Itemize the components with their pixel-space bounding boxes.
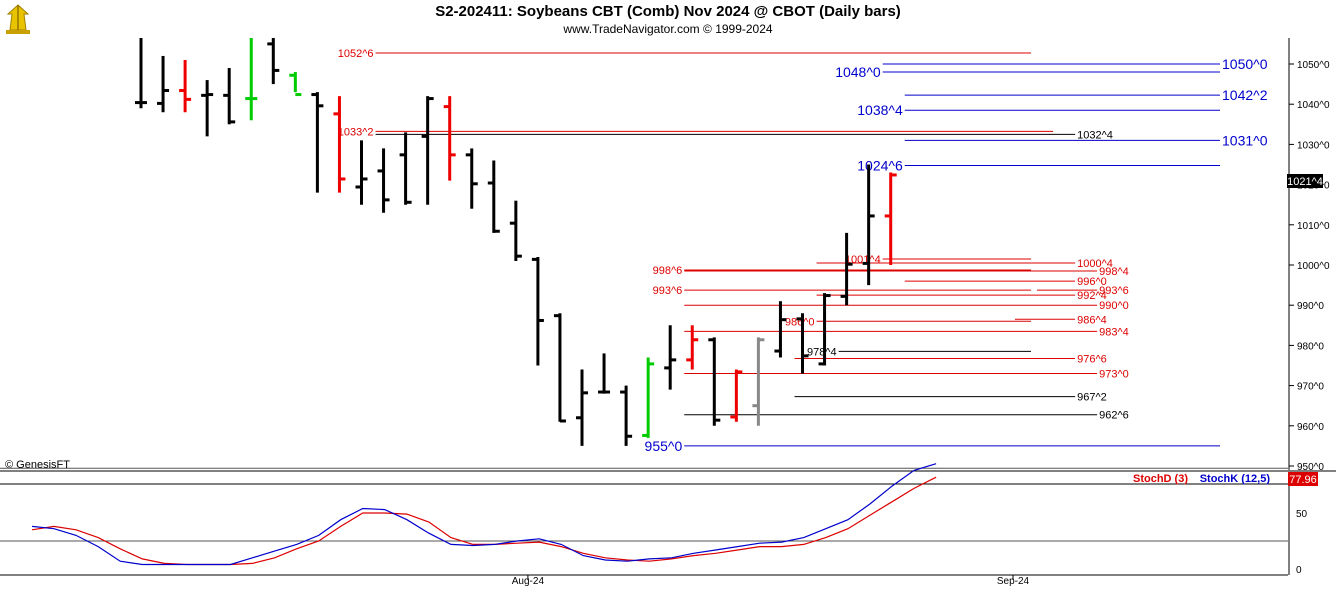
stoch-series-line (31, 476, 937, 566)
price-level-label: 1048^0 (835, 64, 881, 80)
price-tick-label: 960^0 (1297, 422, 1324, 433)
ohlc-bar (598, 353, 611, 394)
price-level-label: 998^6 (653, 265, 683, 277)
price-level-label: 1032^4 (1077, 129, 1113, 141)
price-readout: 1021^4 (1287, 176, 1323, 188)
stoch-legend-k: StochK (12,5) (1200, 473, 1271, 485)
ohlc-bar (289, 72, 302, 97)
price-level-label: 978^4 (807, 346, 837, 358)
price-tick-label: 990^0 (1297, 301, 1324, 312)
price-level-label: 986^0 (785, 316, 815, 328)
ohlc-bar (443, 96, 456, 181)
ohlc-bar (487, 160, 500, 233)
stoch-readout: 77.96 (1289, 474, 1317, 486)
ohlc-bar (157, 55, 170, 113)
price-level-label: 996^0 (1077, 276, 1107, 288)
price-readout-badge: 1021^4 (1287, 174, 1323, 188)
chart-frame (0, 38, 1336, 576)
time-tick-label: Sep-24 (997, 576, 1030, 587)
price-level-label: 962^6 (1099, 410, 1129, 422)
price-level-label: 1024^6 (857, 158, 903, 174)
ohlc-bar (642, 357, 655, 438)
price-tick-label: 1040^0 (1297, 100, 1330, 111)
price-tick-label: 980^0 (1297, 341, 1324, 352)
stochastic-panel: 0 50 StochD (3) StochK (12,5) Aug-24 Sep-24 (0, 463, 1308, 587)
ohlc-bar (135, 38, 147, 109)
price-level-label: 1052^6 (338, 48, 374, 60)
ohlc-bar (664, 325, 677, 390)
price-levels: 1052^6 1050^0 1048^0 1042^2 1038^4 1033^2 1032… (338, 48, 1268, 454)
price-level-label: 976^6 (1077, 353, 1107, 365)
price-level-label: 1031^0 (1222, 132, 1268, 148)
time-tick-label: Aug-24 (512, 576, 545, 587)
price-tick-label: 1000^0 (1297, 261, 1330, 272)
chart-subtitle: www.TradeNavigator.com © 1999-2024 (563, 22, 773, 36)
ohlc-bar (531, 256, 544, 366)
ohlc-bar (223, 68, 236, 125)
price-axis: 950^0 960^0 970^0 980^0 990^0 1000^0 1010^0 102… (1289, 60, 1330, 473)
chart-title: S2-202411: Soybeans CBT (Comb) Nov 2024 … (435, 3, 901, 20)
ohlc-bar (686, 325, 699, 370)
price-level-label: 993^6 (1099, 285, 1129, 297)
ohlc-bar (267, 38, 280, 85)
price-tick-label: 950^0 (1297, 462, 1324, 473)
ohlc-bar (245, 38, 258, 121)
ohlc-bar (377, 148, 390, 213)
chart-header: S2-202411: Soybeans CBT (Comb) Nov 2024 … (0, 0, 1336, 38)
stoch-legend-d: StochD (3) (1133, 473, 1188, 485)
price-tick-label: 1030^0 (1297, 140, 1330, 151)
ohlc-bar (840, 232, 853, 306)
stoch-tick-label: 50 (1296, 509, 1308, 520)
price-level-label: 990^0 (1099, 300, 1129, 312)
price-level-label: 998^4 (1099, 266, 1129, 278)
ohlc-bar (752, 337, 765, 426)
copyright-label: © GenesisFT (5, 459, 70, 471)
ohlc-bar (576, 369, 588, 446)
trade-navigator-logo-icon (2, 2, 34, 36)
price-level-label: 986^4 (1077, 314, 1107, 326)
ohlc-bar (355, 140, 368, 205)
ohlc-bar (201, 80, 214, 137)
price-level-label: 955^0 (645, 438, 683, 454)
price-tick-label: 1050^0 (1297, 60, 1330, 71)
price-level-label: 1033^2 (338, 126, 374, 138)
price-level-label: 1042^2 (1222, 87, 1268, 103)
price-tick-label: 970^0 (1297, 382, 1324, 393)
ohlc-bar (774, 301, 787, 358)
price-bars (135, 38, 897, 446)
ohlc-bar (553, 313, 566, 423)
ohlc-bar (862, 164, 875, 286)
price-level-label: 993^6 (653, 285, 683, 297)
price-level-label: 967^2 (1077, 392, 1107, 404)
price-level-label: 1000^4 (1077, 258, 1113, 270)
ohlc-bar (796, 313, 809, 374)
ohlc-bar (421, 96, 434, 205)
price-level-label: 973^0 (1099, 369, 1129, 381)
price-tick-label: 1010^0 (1297, 221, 1330, 232)
ohlc-bar (884, 172, 897, 265)
stoch-series-line (31, 463, 937, 566)
ohlc-bar (179, 59, 192, 113)
ohlc-bar (311, 92, 324, 193)
ohlc-bar (818, 293, 831, 366)
price-level-label: 992^4 (1077, 290, 1107, 302)
price-level-label: 983^4 (1099, 326, 1129, 338)
stoch-readout-badge: 77.96 (1288, 472, 1318, 486)
ohlc-bar (620, 385, 633, 446)
ohlc-bar (708, 337, 721, 426)
stoch-tick-label: 0 (1296, 565, 1302, 576)
price-level-label: 1038^4 (857, 102, 903, 118)
ohlc-bar (399, 132, 412, 205)
ohlc-bar (333, 96, 346, 193)
ohlc-bar (509, 200, 522, 261)
price-level-label: 1050^0 (1222, 56, 1268, 72)
ohlc-bar (465, 148, 478, 209)
ohlc-bar (730, 369, 743, 422)
